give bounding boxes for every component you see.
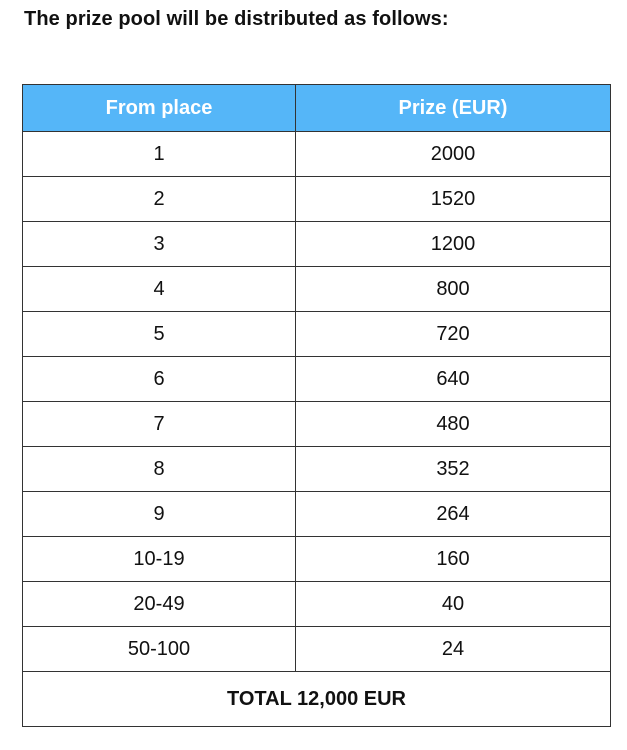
table-row: 3 1200 [22,221,611,267]
prize-cell: 264 [295,491,611,537]
place-cell: 10-19 [22,536,296,582]
place-cell: 4 [22,266,296,312]
table-row: 7 480 [22,401,611,447]
prize-cell: 2000 [295,131,611,177]
place-cell: 2 [22,176,296,222]
prize-table: From place Prize (EUR) 1 2000 2 1520 3 1200 4 8… [22,84,611,727]
table-row: 5 720 [22,311,611,357]
table-row: 20-49 40 [22,581,611,627]
place-cell: 1 [22,131,296,177]
total-cell: TOTAL 12,000 EUR [22,671,611,727]
prize-cell: 480 [295,401,611,447]
table-row: 10-19 160 [22,536,611,582]
prize-cell: 24 [295,626,611,672]
page-title: The prize pool will be distributed as fo… [24,8,449,30]
table-header-row: From place Prize (EUR) [22,84,611,132]
table-row: 8 352 [22,446,611,492]
place-cell: 20-49 [22,581,296,627]
table-row: 9 264 [22,491,611,537]
prize-cell: 640 [295,356,611,402]
prize-cell: 40 [295,581,611,627]
table-row: 1 2000 [22,131,611,177]
prize-cell: 720 [295,311,611,357]
prize-cell: 1520 [295,176,611,222]
total-row: TOTAL 12,000 EUR [22,671,611,727]
place-cell: 6 [22,356,296,402]
table-row: 4 800 [22,266,611,312]
place-cell: 7 [22,401,296,447]
place-cell: 9 [22,491,296,537]
table-row: 2 1520 [22,176,611,222]
prize-cell: 800 [295,266,611,312]
header-from-place: From place [22,84,296,132]
place-cell: 5 [22,311,296,357]
prize-cell: 1200 [295,221,611,267]
header-prize: Prize (EUR) [295,84,611,132]
prize-cell: 160 [295,536,611,582]
prize-cell: 352 [295,446,611,492]
place-cell: 3 [22,221,296,267]
table-row: 6 640 [22,356,611,402]
place-cell: 50-100 [22,626,296,672]
place-cell: 8 [22,446,296,492]
table-row: 50-100 24 [22,626,611,672]
